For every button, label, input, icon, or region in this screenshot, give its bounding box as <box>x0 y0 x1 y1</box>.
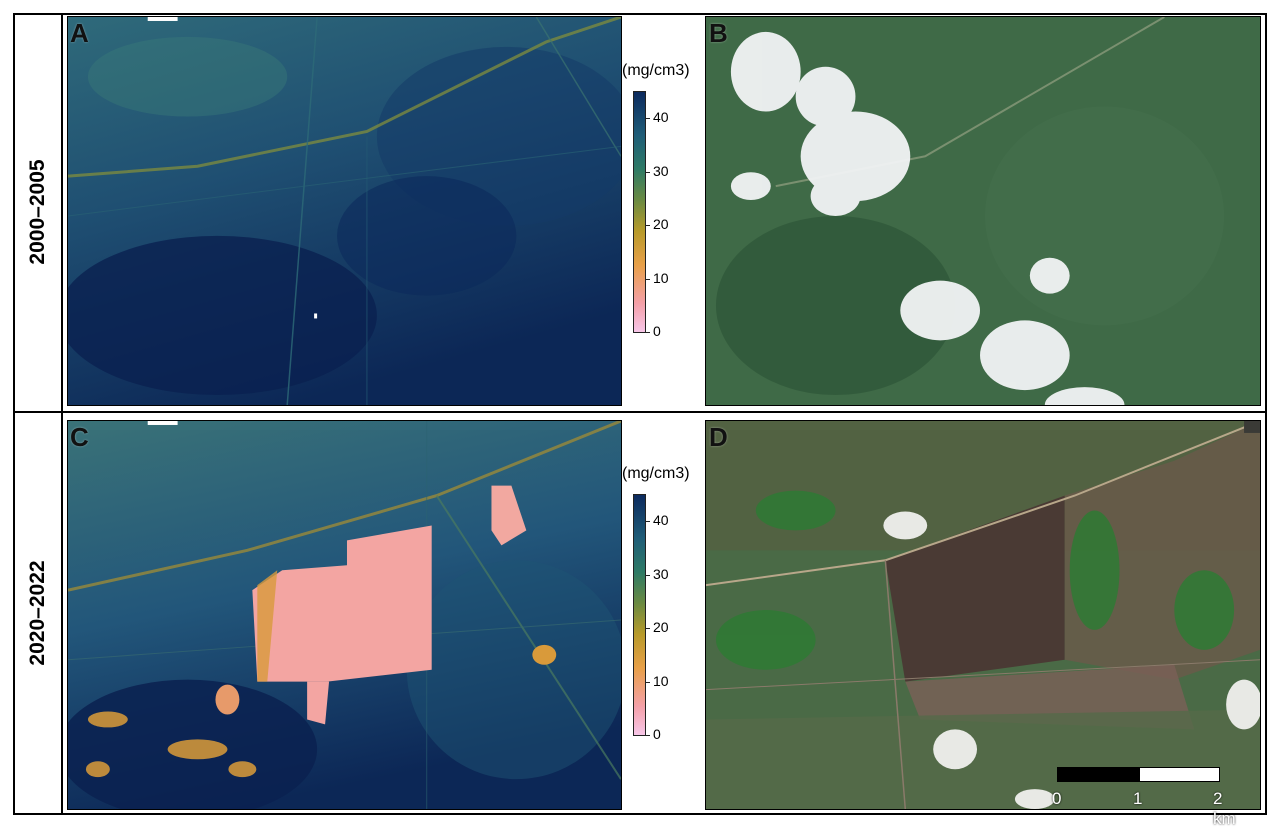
colorbar-unit-bottom: (mg/cm3) <box>622 465 690 482</box>
colorbar-tickmark <box>646 521 650 522</box>
colorbar-tickmark <box>646 279 650 280</box>
scale-bar-label-2km: 2 km <box>1213 789 1236 828</box>
scale-bar-label-1: 1 <box>1133 789 1143 808</box>
colorbar-unit-top: (mg/cm3) <box>622 62 690 79</box>
scale-bar-label-0: 0 <box>1052 789 1062 808</box>
colorbar-tick-label: 10 <box>653 673 669 689</box>
colorbar-tickmark <box>646 735 650 736</box>
satellite-image-2000-2005 <box>705 16 1261 406</box>
colorbar-tickmark <box>646 628 650 629</box>
colorbar-tick-label: 10 <box>653 270 669 286</box>
colorbar-tick-label: 40 <box>653 109 669 125</box>
row-divider <box>13 411 1267 413</box>
label-column-divider <box>61 13 63 815</box>
colorbar-tick-label: 0 <box>653 323 661 339</box>
row-label-2000-2005: 2000–2005 <box>26 159 49 265</box>
colorbar-tickmark <box>646 332 650 333</box>
colorbar-tick-label: 0 <box>653 726 661 742</box>
density-map-2000-2005 <box>67 16 622 406</box>
colorbar-tickmark <box>646 682 650 683</box>
colorbar-tick-label: 30 <box>653 566 669 582</box>
scale-bar-white-segment <box>1139 767 1220 782</box>
panel-letter-a: A <box>70 18 89 48</box>
colorbar-tickmark <box>646 225 650 226</box>
colorbar-tickmark <box>646 172 650 173</box>
colorbar-bottom <box>633 494 646 736</box>
row-label-2020-2022: 2020–2022 <box>26 560 49 666</box>
density-map-2020-2022 <box>67 420 622 810</box>
colorbar-tick-label: 30 <box>653 163 669 179</box>
satellite-image-2020-2022 <box>705 420 1261 810</box>
colorbar-tickmark <box>646 118 650 119</box>
colorbar-tick-label: 20 <box>653 216 669 232</box>
colorbar-tick-label: 20 <box>653 619 669 635</box>
panel-letter-c: C <box>70 422 89 452</box>
colorbar-tick-label: 40 <box>653 512 669 528</box>
colorbar-top <box>633 91 646 333</box>
panel-letter-d: D <box>709 422 728 452</box>
scale-bar-black-segment <box>1057 767 1139 782</box>
colorbar-tickmark <box>646 575 650 576</box>
figure-frame <box>13 13 1267 815</box>
panel-letter-b: B <box>709 18 728 48</box>
